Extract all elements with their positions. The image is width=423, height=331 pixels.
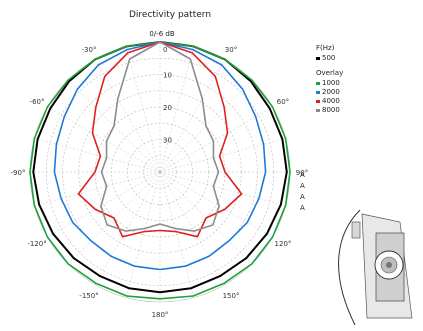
grid-spoke xyxy=(159,171,226,285)
grid-spoke xyxy=(94,171,161,285)
angle-label: 60° xyxy=(277,98,289,106)
legend-label: 2000 xyxy=(322,88,340,96)
legend-label: 1000 xyxy=(322,79,340,87)
legend-label: 4000 xyxy=(322,97,340,105)
grid-spoke xyxy=(34,171,161,206)
grid-spoke xyxy=(159,171,273,238)
angle-label: 150° xyxy=(223,292,240,300)
angle-label: 120° xyxy=(275,240,292,248)
angle-label: -90° xyxy=(11,169,26,177)
grid-spoke xyxy=(159,106,273,173)
angle-label: 180° xyxy=(152,311,169,319)
top-scale-label: 0/-6 dB xyxy=(149,30,175,38)
chart-title: Directivity pattern xyxy=(128,10,212,20)
speaker-product-illustration xyxy=(338,209,413,326)
side-note-line: A xyxy=(300,204,305,212)
grid-spoke xyxy=(159,138,286,173)
grid-spoke xyxy=(159,46,194,173)
legend-freq-header: F(Hz) xyxy=(316,44,335,52)
series-line-4000 xyxy=(77,41,243,238)
legend-swatch xyxy=(316,100,320,103)
angle-label: -120° xyxy=(27,240,46,248)
series-line-1000 xyxy=(29,41,291,300)
legend-label: 500 xyxy=(322,54,336,62)
side-note: A A A A xyxy=(300,170,305,214)
angle-label: -30° xyxy=(82,46,97,54)
radial-tick-label: 20 xyxy=(163,104,172,112)
angle-label: 90° xyxy=(296,169,308,177)
legend: F(Hz) 500 Overlay 1000 2000 4000 8000 xyxy=(316,44,343,115)
grid-spoke xyxy=(159,59,226,173)
legend-item-1000: 1000 xyxy=(316,79,343,88)
grid-spoke xyxy=(47,106,161,173)
legend-item-500: 500 xyxy=(316,54,343,63)
grid-spoke xyxy=(126,46,161,173)
legend-swatch xyxy=(316,109,320,112)
angle-label: 30° xyxy=(225,46,237,54)
legend-item-8000: 8000 xyxy=(316,106,343,115)
grid-spoke xyxy=(159,171,194,298)
series-line-8000 xyxy=(100,41,220,232)
grid-spoke xyxy=(126,171,161,298)
legend-label: 8000 xyxy=(322,106,340,114)
side-note-line: A xyxy=(300,182,305,190)
series-line-500 xyxy=(32,41,288,294)
legend-swatch xyxy=(316,82,320,85)
radial-tick-label: 30 xyxy=(163,137,172,145)
legend-swatch xyxy=(316,57,320,60)
radial-tick-label: 10 xyxy=(163,72,172,80)
legend-overlay-header: Overlay xyxy=(316,69,344,77)
grid-spoke xyxy=(94,59,161,173)
radial-tick-label: 0 xyxy=(163,46,167,54)
angle-label: -60° xyxy=(30,98,45,106)
angle-label: -150° xyxy=(79,292,98,300)
grid-spoke xyxy=(159,171,286,206)
legend-swatch xyxy=(316,91,320,94)
legend-item-4000: 4000 xyxy=(316,97,343,106)
grid-spoke xyxy=(34,138,161,173)
side-note-line: A xyxy=(300,171,305,179)
series-line-2000 xyxy=(53,41,267,271)
grid-spoke xyxy=(47,171,161,238)
legend-item-2000: 2000 xyxy=(316,88,343,97)
side-note-line: A xyxy=(300,193,305,201)
